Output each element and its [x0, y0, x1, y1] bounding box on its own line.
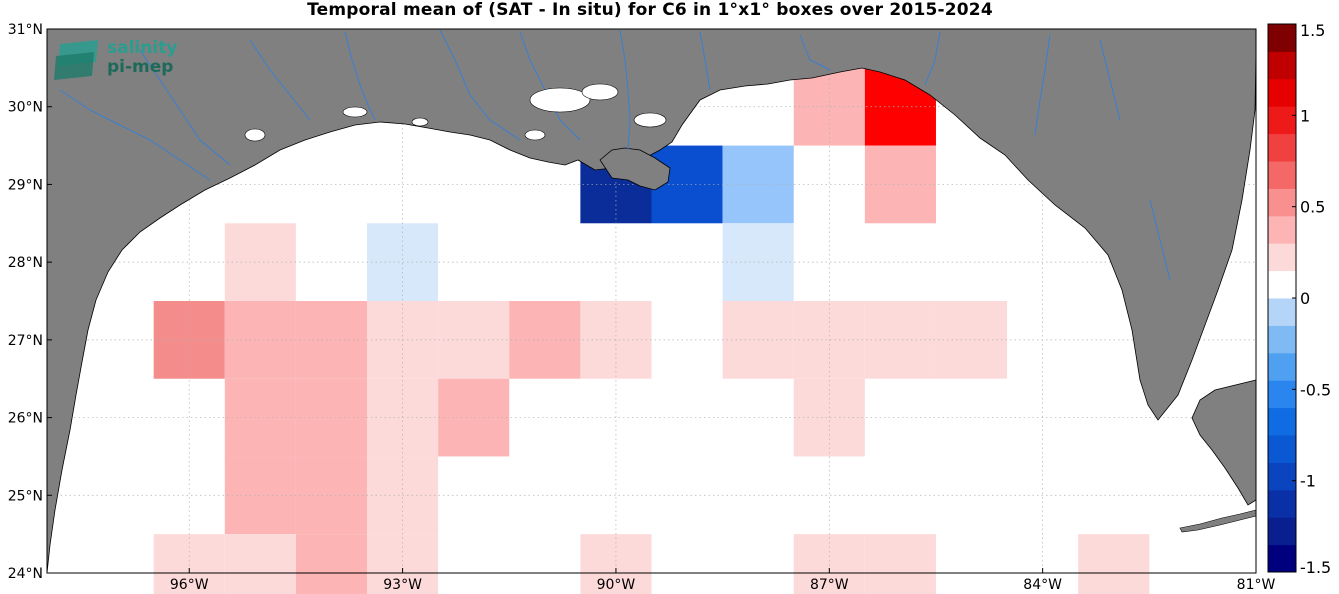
y-tick-label: 25°N	[8, 488, 43, 504]
heatmap-cell	[793, 534, 865, 594]
colorbar-tick-label: 0.5	[1300, 198, 1325, 217]
heatmap-cell	[367, 534, 439, 594]
colorbar-swatch	[1268, 298, 1296, 326]
x-axis-ticks: 96°W 93°W 90°W 87°W 84°W 81°W	[170, 568, 1276, 593]
heatmap-cell	[295, 534, 368, 594]
x-tick-label: 96°W	[170, 577, 209, 593]
heatmap-cell	[1078, 534, 1150, 594]
colorbar-swatch	[1268, 435, 1296, 463]
colorbar-swatch	[1268, 352, 1296, 381]
heatmap-cell	[224, 378, 296, 457]
heatmap-cell	[864, 145, 936, 224]
heatmap-cell	[509, 301, 581, 379]
y-tick-label: 31°N	[8, 22, 43, 38]
mississippi-delta	[599, 147, 671, 191]
y-tick-label: 29°N	[8, 177, 43, 193]
colorbar-ticks: 1.5 1 0.5 0 -0.5 -1 -1.5	[1292, 21, 1331, 577]
heatmap-cell	[224, 534, 296, 594]
heatmap-cell	[224, 301, 296, 379]
y-tick-label: 27°N	[8, 333, 43, 349]
heatmap-cell	[935, 301, 1008, 379]
heatmap-cell	[224, 456, 296, 535]
map-frame	[46, 28, 1257, 574]
colorbar-swatch	[1268, 161, 1296, 189]
colorbar-tick-label: -1.5	[1300, 558, 1331, 577]
land-florida-peninsula	[1191, 379, 1257, 506]
colorbar-swatch	[1268, 106, 1296, 135]
colorbar-tick-label: 1	[1300, 106, 1310, 125]
colorbar-tick-label: -0.5	[1300, 380, 1331, 399]
colorbar-tick-label: 1.5	[1300, 21, 1325, 40]
heatmap-cells	[153, 67, 1150, 594]
y-axis-ticks: 24°N 25°N 26°N 27°N 28°N 29°N 30°N 31°N	[8, 22, 52, 582]
colorbar-swatch	[1268, 270, 1296, 299]
colorbar-swatch	[1268, 243, 1296, 272]
logo-line2: pi-mep	[107, 57, 173, 77]
colorbar-swatch	[1268, 325, 1296, 354]
colorbar-swatch	[1268, 544, 1296, 573]
heatmap-cell	[580, 534, 652, 594]
heatmap-cell	[224, 223, 296, 301]
colorbar-swatch	[1268, 489, 1296, 518]
y-tick-label: 28°N	[8, 255, 43, 271]
colorbar-swatch	[1268, 24, 1296, 52]
colorbar-swatch	[1268, 380, 1296, 409]
heatmap-cell	[153, 534, 225, 594]
colorbar-swatch	[1268, 517, 1296, 546]
y-tick-label: 24°N	[8, 566, 43, 582]
x-tick-label: 84°W	[1023, 577, 1062, 593]
colorbar-tick-label: -1	[1300, 472, 1316, 491]
colorbar-swatch	[1268, 51, 1296, 80]
x-tick-label: 87°W	[810, 577, 849, 593]
y-tick-label: 26°N	[8, 411, 43, 427]
map-title: Temporal mean of (SAT - In situ) for C6 …	[307, 0, 993, 20]
colorbar-swatch	[1268, 78, 1296, 107]
x-tick-label: 81°W	[1237, 577, 1276, 593]
colorbar	[1268, 24, 1296, 573]
land-north-coast	[46, 28, 1257, 574]
colorbar-swatch	[1268, 215, 1296, 244]
y-tick-label: 30°N	[8, 100, 43, 116]
colorbar-swatch	[1268, 407, 1296, 436]
x-tick-label: 90°W	[597, 577, 636, 593]
colorbar-swatch	[1268, 462, 1296, 491]
salinity-pimep-logo: salinity pi-mep	[54, 38, 177, 80]
x-tick-label: 93°W	[383, 577, 422, 593]
heatmap-cell	[864, 301, 936, 379]
heatmap-cell	[864, 534, 936, 594]
colorbar-tick-label: 0	[1300, 289, 1310, 308]
coastal-lakes	[244, 83, 667, 142]
logo-line1: salinity	[107, 38, 177, 58]
colorbar-swatch	[1268, 133, 1296, 162]
colorbar-swatch	[1268, 188, 1296, 217]
